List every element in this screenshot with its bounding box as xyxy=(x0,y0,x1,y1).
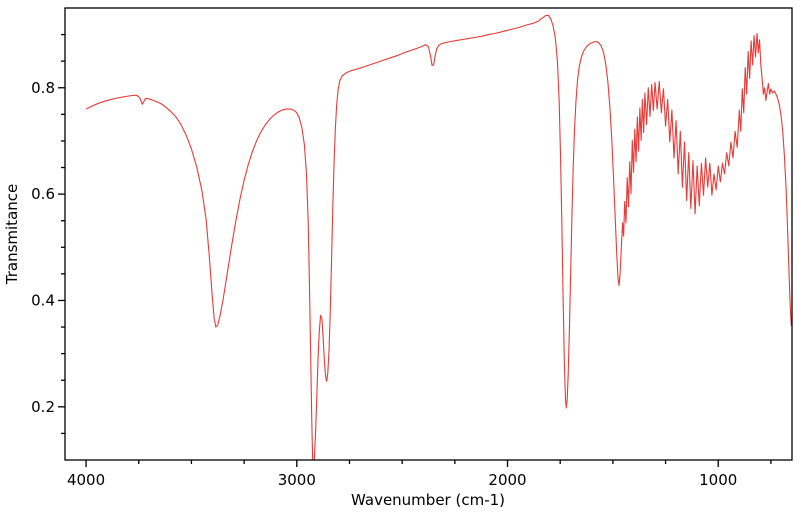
y-tick-label: 0.6 xyxy=(31,185,55,203)
plot-area xyxy=(65,8,792,460)
y-axis-label: Transmitance xyxy=(3,184,21,285)
y-tick-label: 0.2 xyxy=(31,398,55,416)
tick-labels: 4000 3000 2000 1000 0.2 0.4 0.6 0.8 xyxy=(31,79,737,489)
y-tick-label: 0.4 xyxy=(31,291,55,309)
spectrum-line xyxy=(85,14,792,460)
plot-border xyxy=(64,7,793,461)
x-tick-label: 4000 xyxy=(67,471,105,489)
minor-ticks xyxy=(61,33,772,464)
x-tick-label: 1000 xyxy=(699,471,737,489)
x-axis-label: Wavenumber (cm-1) xyxy=(351,491,505,509)
y-tick-label: 0.8 xyxy=(31,79,55,97)
x-tick-label: 3000 xyxy=(278,471,316,489)
x-tick-label: 2000 xyxy=(488,471,526,489)
major-ticks xyxy=(58,87,719,467)
